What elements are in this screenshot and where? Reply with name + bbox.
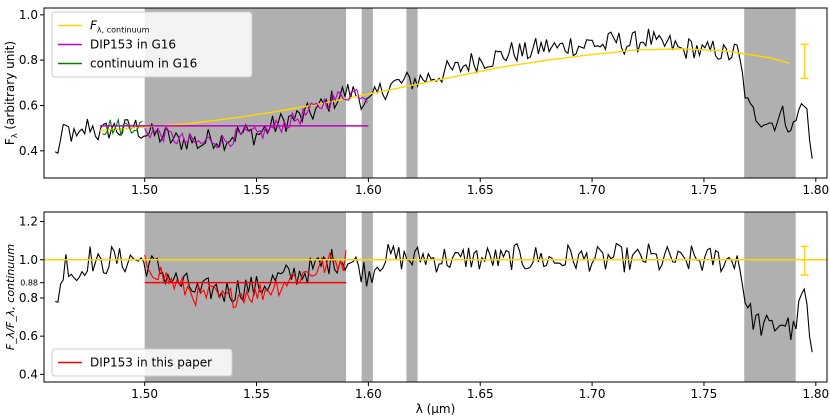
y-tick-label: 1.2 bbox=[19, 215, 38, 229]
axes-frame bbox=[43, 211, 828, 383]
y-tick-label: 0.6 bbox=[19, 329, 38, 343]
x-tick-label: 1.50 bbox=[131, 387, 158, 401]
y-axis-label: F_λ/F_λ, continuum bbox=[4, 244, 17, 350]
x-tick-label: 1.60 bbox=[355, 183, 382, 197]
series-continuum_fit bbox=[99, 48, 790, 132]
y-tick-label: 0.4 bbox=[19, 367, 38, 381]
legend-label: Fλ, continuum bbox=[90, 19, 150, 35]
legend-label: continuum in G16 bbox=[90, 57, 197, 71]
x-tick-label: 1.55 bbox=[243, 183, 270, 197]
series-normalized_spectrum bbox=[55, 242, 813, 353]
legend: DIP153 in this paper bbox=[51, 348, 233, 377]
x-tick-label: 1.65 bbox=[467, 183, 494, 197]
axes-frame bbox=[43, 7, 828, 179]
y-tick-label: 0.6 bbox=[19, 98, 38, 112]
legend-box bbox=[51, 348, 233, 377]
x-tick-label: 1.75 bbox=[691, 387, 718, 401]
plot-area bbox=[44, 212, 827, 382]
series-dip bbox=[144, 88, 368, 149]
y-axis-label: Fλ (arbitrary unit) bbox=[3, 41, 19, 145]
y-tick-label: 1.0 bbox=[19, 8, 38, 22]
x-tick-label: 1.50 bbox=[131, 183, 158, 197]
legend-label: DIP153 in G16 bbox=[90, 38, 176, 52]
y-tick-label: 0.8 bbox=[19, 291, 38, 305]
series-spectrum bbox=[54, 28, 813, 159]
shaded-band bbox=[406, 8, 418, 178]
x-tick-label: 1.80 bbox=[802, 183, 829, 197]
shaded-band bbox=[744, 8, 796, 178]
y-tick-label: 1.0 bbox=[19, 253, 38, 267]
y-tick-label-dip-depth: 0.88 bbox=[20, 279, 38, 288]
x-tick-label: 1.55 bbox=[243, 387, 270, 401]
x-tick-label: 1.75 bbox=[691, 183, 718, 197]
x-tick-label: 1.70 bbox=[579, 183, 606, 197]
x-tick-label: 1.65 bbox=[467, 387, 494, 401]
shaded-band bbox=[406, 212, 418, 382]
shaded-band bbox=[361, 8, 373, 178]
x-tick-label: 1.60 bbox=[355, 387, 382, 401]
y-tick-label: 0.4 bbox=[19, 144, 38, 158]
bottom-panel: 1.50 1.55 1.60 1.65 1.70 1.75 1.80 0.4 0.6 0.8 1.0… bbox=[4, 211, 829, 416]
legend-box bbox=[51, 11, 253, 78]
shaded-band bbox=[744, 212, 796, 382]
x-axis-label: λ (μm) bbox=[416, 402, 456, 415]
top-panel: 1.50 1.55 1.60 1.65 1.70 1.75 1.80 0.4 0.6 0.8 1.0… bbox=[3, 7, 829, 197]
shaded-band bbox=[361, 212, 373, 382]
x-tick-label: 1.80 bbox=[802, 387, 829, 401]
x-tick-label: 1.70 bbox=[579, 387, 606, 401]
y-tick-label: 0.8 bbox=[19, 53, 38, 67]
legend: Fλ, continuum DIP153 in G16 continuum in G… bbox=[51, 11, 253, 78]
legend-label: DIP153 in this paper bbox=[90, 356, 212, 370]
